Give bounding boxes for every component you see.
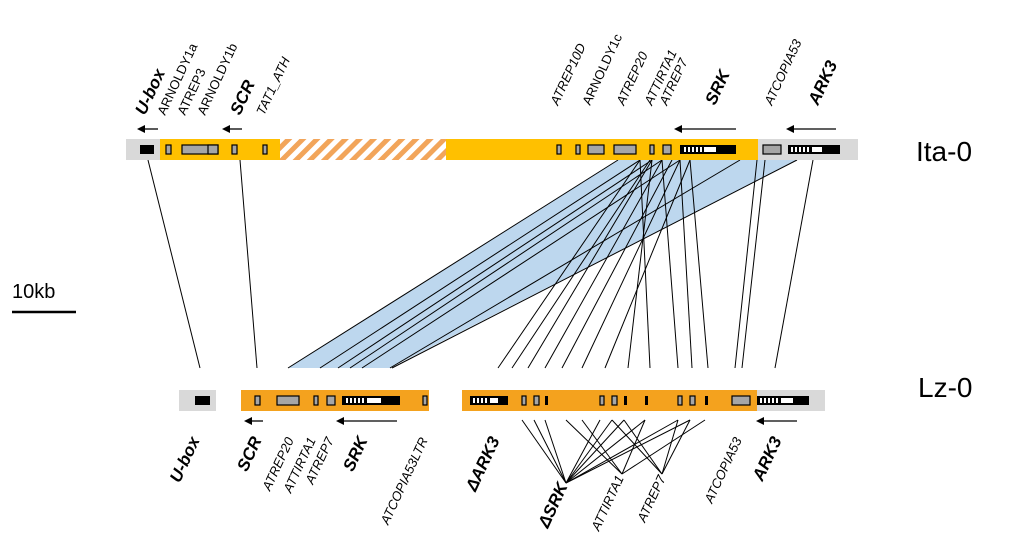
label-tat1-ath: TAT1_ATH bbox=[253, 54, 293, 117]
te-box bbox=[731, 395, 751, 406]
label-atcopia53ltr: ATCOPIA53LTR bbox=[377, 435, 431, 528]
te-box bbox=[705, 396, 708, 405]
label-ubox-lz: U-box bbox=[166, 432, 204, 485]
ita-track bbox=[126, 125, 858, 160]
scale-bar-label: 10kb bbox=[12, 281, 55, 303]
te-box bbox=[649, 144, 655, 155]
label-srk: SRK bbox=[701, 66, 734, 108]
te-box bbox=[762, 144, 782, 155]
te-box bbox=[533, 395, 540, 406]
ubox-gene-box bbox=[195, 396, 210, 405]
srk-gene-box bbox=[342, 396, 400, 405]
ubox-gene-box bbox=[140, 145, 154, 154]
label-atcopia53: ATCOPIA53 bbox=[761, 36, 805, 108]
te-box bbox=[207, 144, 219, 155]
label-ark3-lz: ARK3 bbox=[748, 433, 785, 484]
lz-segment-right bbox=[462, 390, 757, 411]
te-box bbox=[689, 395, 696, 406]
ita-orange-left bbox=[160, 139, 280, 160]
te-box bbox=[276, 395, 300, 406]
arrow-left-icon bbox=[336, 417, 397, 425]
ark3-gene-box bbox=[788, 145, 840, 154]
srk-gene-box bbox=[680, 145, 736, 154]
synteny-region bbox=[288, 160, 797, 368]
label-atrep7-lz2: ATREP7 bbox=[634, 472, 669, 525]
arrow-left-icon bbox=[222, 125, 242, 133]
label-dark3: ΔARK3 bbox=[462, 433, 504, 495]
te-box bbox=[521, 395, 527, 406]
dark3-gene-box bbox=[470, 396, 508, 405]
arrow-left-icon bbox=[244, 417, 263, 425]
te-box bbox=[575, 144, 581, 155]
ita-labels: U-box ARNOLDY1a ATREP3 ARNOLDY1b SCR TAT… bbox=[131, 31, 841, 118]
connector-ubox bbox=[147, 159, 201, 369]
te-box bbox=[624, 396, 627, 405]
te-box bbox=[326, 395, 336, 406]
te-box bbox=[599, 395, 605, 406]
label-attirta1-lz2: ATTIRTA1 bbox=[588, 473, 627, 534]
lz-track bbox=[179, 390, 825, 484]
te-box bbox=[313, 395, 319, 406]
label-dsrk: ΔSRK bbox=[534, 478, 572, 531]
haplotype-label-lz0: Lz-0 bbox=[918, 372, 972, 403]
label-atcopia53-lz: ATCOPIA53 bbox=[701, 434, 745, 506]
te-box bbox=[611, 395, 618, 406]
synteny-lines bbox=[147, 159, 814, 369]
te-box bbox=[677, 395, 683, 406]
label-ark3: ARK3 bbox=[804, 57, 841, 108]
lz-labels: U-box SCR ATREP20 ATTIRTA1 ATREP7 SRK AT… bbox=[166, 432, 786, 534]
scale-bar: 10kb bbox=[12, 281, 76, 314]
ark3-gene-box bbox=[757, 396, 809, 405]
ita-hatched-region bbox=[280, 139, 446, 160]
arrow-left-icon bbox=[674, 125, 736, 133]
label-srk-lz: SRK bbox=[339, 432, 372, 474]
scr-gene-box bbox=[231, 144, 238, 155]
arrow-left-icon bbox=[756, 417, 797, 425]
haplotype-label-ita0: Ita-0 bbox=[916, 136, 972, 167]
te-box bbox=[545, 396, 548, 405]
te-box bbox=[613, 144, 637, 155]
te-box bbox=[587, 144, 605, 155]
scr-gene-box bbox=[254, 395, 261, 406]
arrow-left-icon bbox=[786, 125, 836, 133]
label-scr-lz: SCR bbox=[233, 433, 266, 474]
te-box bbox=[422, 395, 428, 406]
arrow-left-icon bbox=[137, 125, 158, 133]
te-box bbox=[645, 396, 648, 405]
te-box bbox=[662, 144, 672, 155]
dsrk-rearrangement-lines bbox=[521, 419, 706, 484]
connector-ark3 bbox=[774, 159, 814, 369]
te-box bbox=[165, 144, 172, 155]
te-box bbox=[556, 144, 562, 155]
connector-scr bbox=[239, 159, 258, 369]
te-box bbox=[262, 144, 268, 155]
